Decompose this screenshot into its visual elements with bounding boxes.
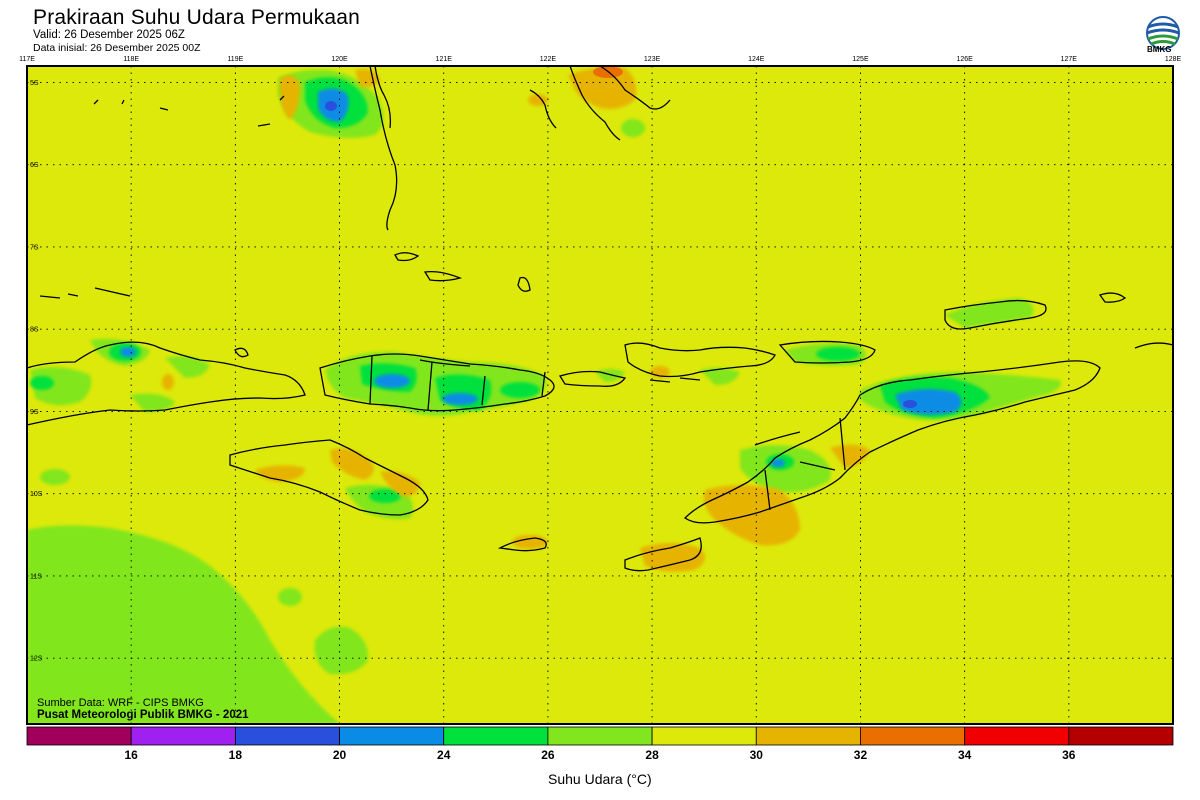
colorbar-segment bbox=[964, 726, 1070, 746]
lon-label: 123E bbox=[644, 56, 661, 63]
colorbar-tick-label: 30 bbox=[749, 748, 763, 762]
lat-label: 6S bbox=[30, 162, 39, 169]
latitude-labels: 5S 6S 7S 8S 9S 10S 11S 12S bbox=[30, 80, 43, 663]
lat-label: 7S bbox=[30, 244, 39, 251]
colorbar-segment bbox=[1068, 726, 1174, 746]
map-title: Prakiraan Suhu Udara Permukaan bbox=[33, 6, 361, 29]
colorbar bbox=[26, 726, 1174, 746]
lat-label: 12S bbox=[30, 656, 43, 663]
colorbar-segment bbox=[26, 726, 132, 746]
colorbar-segment bbox=[443, 726, 549, 746]
bmkg-logo-icon bbox=[1146, 16, 1180, 50]
coastlines bbox=[27, 66, 1173, 572]
colorbar-segment bbox=[860, 726, 966, 746]
bmkg-logo-text: BMKG bbox=[1147, 45, 1172, 54]
lon-label: 126E bbox=[956, 56, 973, 63]
lat-lon-grid bbox=[27, 66, 1173, 724]
lon-label: 124E bbox=[748, 56, 765, 63]
map-frame bbox=[26, 65, 1174, 725]
initial-time: Data inisial: 26 Desember 2025 00Z bbox=[33, 42, 201, 54]
lon-label: 125E bbox=[852, 56, 869, 63]
colorbar-tick-label: 34 bbox=[957, 748, 972, 762]
colorbar-tick-label: 26 bbox=[541, 748, 555, 762]
publisher: Pusat Meteorologi Publik BMKG - 2021 bbox=[37, 709, 249, 721]
colorbar-segment bbox=[547, 726, 653, 746]
colorbar-tick-label: 16 bbox=[124, 748, 138, 762]
colorbar-segment bbox=[755, 726, 861, 746]
lon-label: 121E bbox=[436, 56, 453, 63]
colorbar-segment bbox=[339, 726, 445, 746]
colorbar-segment bbox=[234, 726, 340, 746]
colorbar-segment bbox=[651, 726, 757, 746]
lat-label: 11S bbox=[30, 573, 42, 580]
colorbar-tick-label: 24 bbox=[437, 748, 451, 762]
lon-label: 127E bbox=[1061, 56, 1078, 63]
lat-label: 9S bbox=[30, 409, 39, 416]
colorbar-tick-label: 28 bbox=[645, 748, 659, 762]
lon-label: 128E bbox=[1165, 56, 1182, 63]
colorbar-title: Suhu Udara (°C) bbox=[548, 771, 652, 787]
colorbar-segment bbox=[130, 726, 236, 746]
lon-label: 117E bbox=[19, 56, 35, 63]
lat-label: 5S bbox=[30, 80, 39, 87]
lon-label: 119E bbox=[227, 56, 243, 63]
colorbar-tick-label: 32 bbox=[853, 748, 868, 762]
valid-time: Valid: 26 Desember 2025 06Z bbox=[33, 29, 185, 41]
data-source: Sumber Data: WRF - CIPS BMKG bbox=[37, 697, 204, 709]
longitude-labels: 117E 118E 119E 120E 121E 122E 123E 124E 125E 126E… bbox=[19, 56, 1181, 63]
lon-label: 118E bbox=[123, 56, 139, 63]
temperature-field bbox=[27, 66, 1173, 724]
lat-label: 10S bbox=[30, 491, 43, 498]
lon-label: 122E bbox=[540, 56, 557, 63]
colorbar-tick-label: 20 bbox=[332, 748, 347, 762]
colorbar-tick-label: 18 bbox=[228, 748, 243, 762]
lon-label: 120E bbox=[331, 56, 348, 63]
colorbar-tick-label: 36 bbox=[1062, 748, 1076, 762]
lat-label: 8S bbox=[30, 327, 39, 334]
